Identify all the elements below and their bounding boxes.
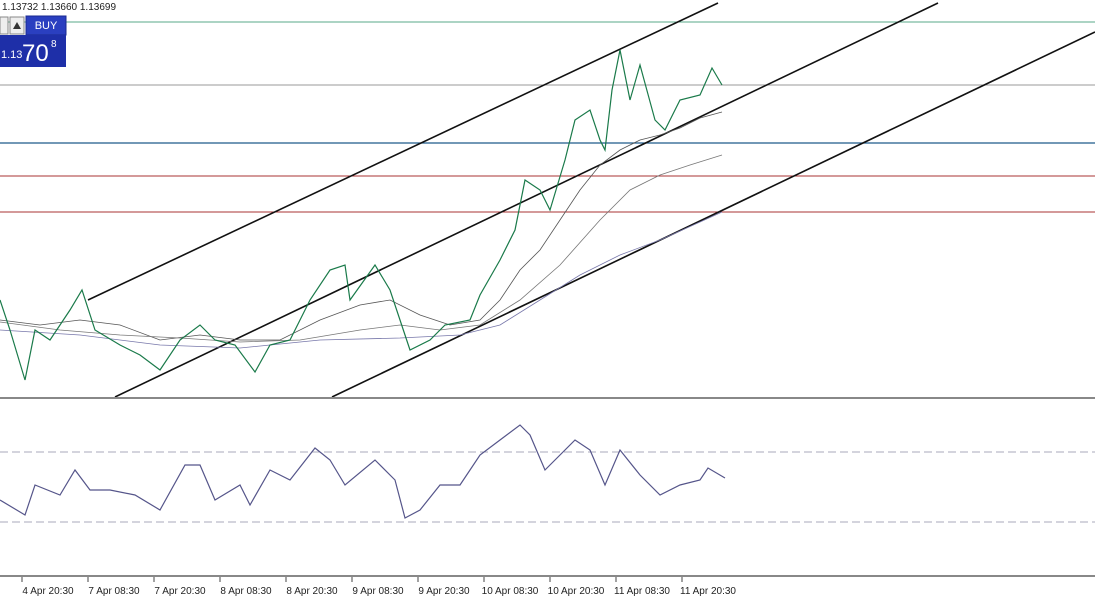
time-label: 11 Apr 08:30 xyxy=(614,586,670,597)
time-label: 7 Apr 08:30 xyxy=(88,586,140,597)
channel-line xyxy=(114,2,939,398)
arrow-icon xyxy=(13,22,21,29)
price-line xyxy=(0,49,723,381)
price-big: 70 xyxy=(22,40,49,67)
time-label: 9 Apr 20:30 xyxy=(418,586,470,597)
small-button[interactable] xyxy=(0,16,9,35)
moving-average xyxy=(0,211,723,349)
price-panel[interactable] xyxy=(0,35,66,67)
time-axis: 4 Apr 20:30 7 Apr 08:30 7 Apr 20:30 8 Apr 0… xyxy=(21,577,736,597)
moving-average xyxy=(0,111,723,341)
time-label: 10 Apr 08:30 xyxy=(482,586,539,597)
time-label: 8 Apr 20:30 xyxy=(286,586,338,597)
price-sup: 8 xyxy=(51,39,57,50)
time-label: 7 Apr 20:30 xyxy=(154,586,206,597)
channel-line xyxy=(87,2,719,301)
rsi-line xyxy=(0,424,726,519)
price-prefix: 1.13 xyxy=(1,49,22,61)
channel-line xyxy=(331,31,1095,398)
quote-text: 1.13732 1.13660 1.13699 xyxy=(2,2,116,13)
buy-label: BUY xyxy=(35,20,58,32)
time-label: 11 Apr 20:30 xyxy=(680,586,736,597)
time-label: 9 Apr 08:30 xyxy=(352,586,404,597)
time-label: 8 Apr 08:30 xyxy=(220,586,272,597)
time-label: 4 Apr 20:30 xyxy=(22,586,74,597)
time-label: 10 Apr 20:30 xyxy=(548,586,605,597)
